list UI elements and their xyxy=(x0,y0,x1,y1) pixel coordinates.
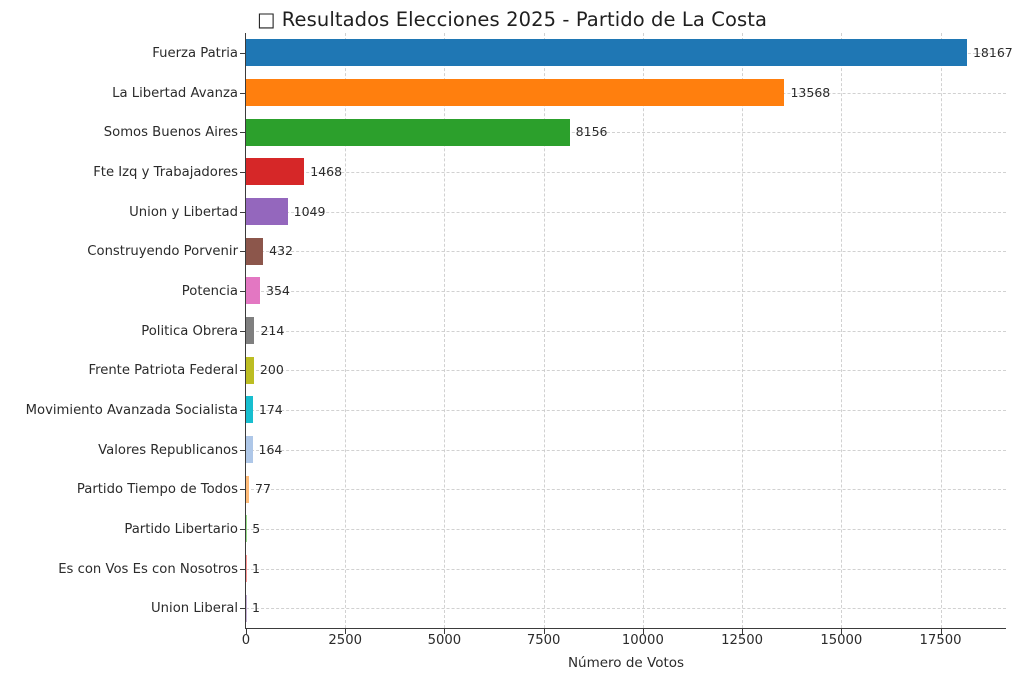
plot-area: 18167 13568 8156 1468 1049 432 354 214 200 174 164… xyxy=(245,33,1013,629)
bar-value-label: 13568 xyxy=(790,84,831,100)
y-tick-label: Fuerza Patria xyxy=(152,45,238,61)
y-gridline xyxy=(246,449,1006,451)
x-tick-mark xyxy=(940,628,942,634)
x-tick-label: 5000 xyxy=(427,633,462,648)
y-tick-mark xyxy=(240,449,246,451)
y-tick-label: Partido Tiempo de Todos xyxy=(76,482,238,498)
axis-spine-left xyxy=(245,33,246,628)
y-gridline xyxy=(246,211,1006,213)
y-tick-label: Union Liberal xyxy=(151,601,238,617)
x-tick-mark xyxy=(345,628,347,634)
bar xyxy=(246,158,305,186)
bars-layer xyxy=(246,33,1006,628)
axis-spine-bottom xyxy=(245,628,1006,629)
y-tick-mark xyxy=(240,330,246,332)
y-tick-mark xyxy=(240,528,246,530)
y-tick-label: Potencia xyxy=(181,283,238,299)
y-tick-mark xyxy=(240,608,246,610)
y-gridline xyxy=(246,330,1006,332)
y-gridline xyxy=(246,409,1006,411)
y-tick-label: Valores Republicanos xyxy=(98,442,238,458)
bar-value-label: 214 xyxy=(260,322,285,338)
y-gridline xyxy=(246,290,1006,292)
y-tick-label: La Libertad Avanza xyxy=(112,85,238,101)
bar-value-label: 1 xyxy=(252,560,260,576)
y-tick-label: Frente Patriota Federal xyxy=(88,363,238,379)
y-tick-label: Somos Buenos Aires xyxy=(103,125,238,141)
bar-value-label: 432 xyxy=(269,243,293,259)
bar-value-label: 1468 xyxy=(310,163,343,179)
x-axis-label: Número de Votos xyxy=(567,655,685,671)
y-tick-mark xyxy=(240,409,246,411)
x-tick-mark xyxy=(246,628,247,634)
bar-value-label: 1 xyxy=(252,600,260,616)
y-gridline xyxy=(246,528,1006,530)
bar xyxy=(246,317,255,344)
x-tick-label: 17500 xyxy=(919,633,962,648)
y-tick-mark xyxy=(240,370,246,372)
x-tick-label: 7500 xyxy=(526,633,561,648)
x-tick-label: 15000 xyxy=(820,633,863,648)
y-gridline xyxy=(246,251,1006,253)
y-tick-label: Union y Libertad xyxy=(129,204,238,220)
y-tick-label: Es con Vos Es con Nosotros xyxy=(58,561,238,577)
y-tick-mark xyxy=(240,251,246,253)
y-gridline xyxy=(246,489,1006,491)
bar-value-label: 200 xyxy=(259,362,284,378)
y-tick-mark xyxy=(240,92,246,94)
y-tick-label: Movimiento Avanzada Socialista xyxy=(25,402,238,418)
x-tick-label: 12500 xyxy=(721,633,764,648)
bar-value-label: 354 xyxy=(266,282,290,298)
bar-value-label: 1049 xyxy=(293,203,326,219)
y-gridline xyxy=(246,132,1006,134)
bar-value-label: 164 xyxy=(258,441,283,457)
bar-value-label: 77 xyxy=(255,481,271,497)
y-tick-label: Fte Izq y Trabajadores xyxy=(93,164,238,180)
x-tick-mark xyxy=(841,628,843,634)
y-gridline xyxy=(246,568,1006,570)
bar xyxy=(246,475,250,503)
bar xyxy=(246,237,264,265)
y-tick-label: Partido Libertario xyxy=(124,521,238,537)
bar xyxy=(246,356,254,384)
bar-value-labels: 18167 13568 8156 1468 1049 432 354 214 200 174 164… xyxy=(246,33,1013,628)
y-gridline xyxy=(246,370,1006,372)
x-tick-label: 0 xyxy=(241,633,251,648)
bar xyxy=(246,39,967,67)
y-tick-label: Politica Obrera xyxy=(141,323,238,339)
y-tick-mark xyxy=(240,52,246,54)
x-tick-mark xyxy=(444,628,446,634)
y-axis-labels: Fuerza Patria La Libertad Avanza Somos Bue… xyxy=(0,0,246,683)
y-tick-mark xyxy=(240,489,246,491)
y-tick-mark xyxy=(240,211,246,213)
x-tick-mark xyxy=(642,628,644,634)
bar xyxy=(246,79,785,106)
y-tick-mark xyxy=(240,132,246,134)
chart-title: □ Resultados Elecciones 2025 - Partido d… xyxy=(256,8,768,31)
bar-value-label: 174 xyxy=(258,401,283,417)
x-tick-mark xyxy=(742,628,744,634)
bar-value-label: 8156 xyxy=(575,124,608,140)
bar xyxy=(246,277,261,305)
bar xyxy=(246,118,570,146)
x-tick-label: 2500 xyxy=(328,633,362,648)
bar xyxy=(246,198,288,225)
bar-value-label: 18167 xyxy=(972,44,1013,60)
bar xyxy=(246,396,253,424)
y-tick-mark xyxy=(240,171,246,173)
bar-value-label: 5 xyxy=(252,520,261,536)
bar xyxy=(246,436,253,463)
y-tick-mark xyxy=(240,568,246,570)
y-tick-label: Construyendo Porvenir xyxy=(87,244,238,260)
x-tick-mark xyxy=(543,628,545,634)
y-tick-mark xyxy=(240,290,246,292)
x-tick-label: 10000 xyxy=(621,633,664,648)
y-gridline xyxy=(246,171,1006,173)
y-gridline xyxy=(246,608,1006,610)
